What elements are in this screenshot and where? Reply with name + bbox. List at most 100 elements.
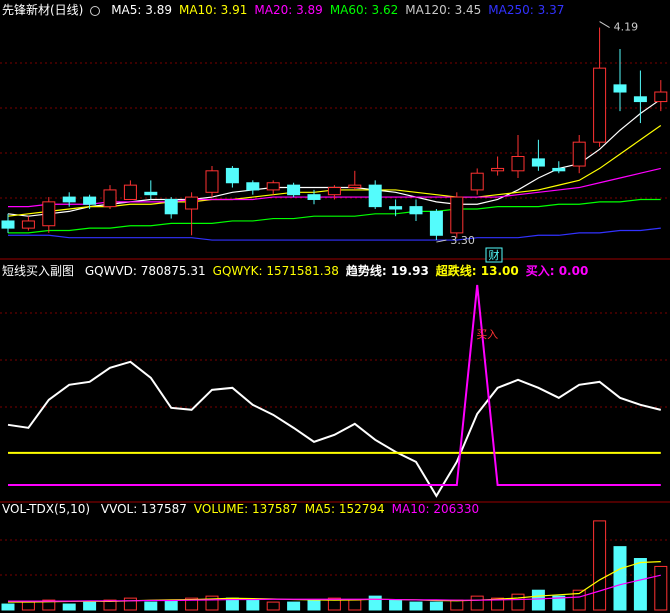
volume-bar bbox=[327, 597, 341, 611]
candle-body bbox=[1, 220, 15, 229]
volume-bar bbox=[1, 603, 15, 611]
guides bbox=[0, 62, 670, 576]
volume-bar bbox=[103, 599, 117, 611]
panel-header: VOL-TDX(5,10) VVOL: 137587 VOLUME: 137587… bbox=[2, 501, 486, 517]
candle-body bbox=[205, 170, 219, 193]
candle-body bbox=[531, 158, 545, 167]
volume-bar bbox=[144, 601, 158, 611]
legend-entry: 趋势线: 19.93 bbox=[345, 264, 429, 278]
volume-bar bbox=[164, 599, 178, 611]
settings-icon[interactable] bbox=[90, 5, 101, 16]
candle-body bbox=[593, 67, 607, 143]
candle-body bbox=[491, 167, 505, 172]
volume-bar bbox=[389, 599, 403, 611]
event-marker: 财 bbox=[489, 248, 500, 262]
legend-entry: MA10: 206330 bbox=[391, 502, 480, 516]
legend-entry: GQWVD: 780875.31 bbox=[84, 264, 206, 278]
volume-bar bbox=[593, 520, 607, 611]
volume-bar bbox=[531, 589, 545, 611]
volume-bar bbox=[470, 595, 484, 611]
candle-body bbox=[164, 198, 178, 215]
candle-body bbox=[348, 184, 362, 189]
indicator-line bbox=[8, 284, 661, 486]
volume-bar bbox=[185, 597, 199, 611]
volume-bar bbox=[491, 597, 505, 611]
panel-title: VOL-TDX(5,10) bbox=[2, 502, 91, 516]
min-pointer bbox=[436, 239, 447, 243]
indicator-line bbox=[8, 198, 661, 234]
max-label: 4.19 bbox=[614, 21, 639, 34]
volume-bar bbox=[246, 599, 260, 611]
candle-body bbox=[123, 184, 137, 200]
volume-bar bbox=[429, 601, 443, 611]
legend-entry: VVOL: 137587 bbox=[100, 502, 187, 516]
candle-body bbox=[103, 189, 117, 208]
max-pointer bbox=[599, 21, 610, 28]
volume-bar bbox=[511, 593, 525, 611]
min-label: 3.30 bbox=[450, 234, 475, 247]
event-badge bbox=[485, 247, 503, 263]
candle-body bbox=[450, 196, 464, 234]
volume-bar bbox=[572, 589, 586, 611]
volume-bar bbox=[368, 595, 382, 611]
signal-label: 买入 bbox=[476, 328, 498, 341]
indicator-line bbox=[7, 360, 662, 498]
legend-entry: 超跌线: 13.00 bbox=[435, 264, 519, 278]
volume-bar bbox=[450, 599, 464, 611]
volume-bar bbox=[266, 601, 280, 611]
candle-body bbox=[389, 206, 403, 210]
candle-body bbox=[185, 196, 199, 210]
candle-body bbox=[409, 206, 423, 215]
candle-body bbox=[613, 84, 627, 93]
legend-entry: GQWYK: 1571581.38 bbox=[212, 264, 339, 278]
legend-entry: MA120: 3.45 bbox=[405, 3, 482, 17]
volume-bar bbox=[409, 601, 423, 611]
legend-entry: MA10: 3.91 bbox=[178, 3, 248, 17]
legend-entry: 买入: 0.00 bbox=[525, 264, 589, 278]
candle-body bbox=[327, 187, 341, 196]
candle-body bbox=[225, 167, 239, 184]
candle-body bbox=[633, 96, 647, 103]
candle-body bbox=[266, 182, 280, 191]
volume-bar bbox=[307, 599, 321, 611]
candle-body bbox=[307, 194, 321, 200]
candle-body bbox=[287, 184, 301, 196]
candle-body bbox=[62, 196, 76, 203]
candle-body bbox=[42, 201, 56, 227]
panel-header: 短线买入副图 GQWVD: 780875.31 GQWYK: 1571581.38… bbox=[2, 263, 595, 279]
legend-entry: VOLUME: 137587 bbox=[193, 502, 298, 516]
candle-body bbox=[21, 220, 35, 229]
volume-bar bbox=[348, 599, 362, 611]
candle-body bbox=[144, 191, 158, 196]
volume-bar bbox=[287, 601, 301, 611]
legend-entry: MA5: 152794 bbox=[304, 502, 385, 516]
volume-bar bbox=[42, 599, 56, 611]
volume-bar bbox=[633, 558, 647, 611]
volume-bar bbox=[21, 601, 35, 611]
legend-entry: MA5: 3.89 bbox=[111, 3, 172, 17]
candle-body bbox=[246, 182, 260, 191]
candle-body bbox=[552, 167, 566, 172]
volume-bar bbox=[552, 595, 566, 611]
indicator-line bbox=[8, 574, 661, 602]
candle-body bbox=[470, 172, 484, 191]
candle-body bbox=[511, 155, 525, 172]
legend-entry: MA20: 3.89 bbox=[254, 3, 323, 17]
candle-body bbox=[368, 184, 382, 208]
candle-body bbox=[572, 141, 586, 167]
volume-bar bbox=[654, 565, 668, 611]
volume-bar bbox=[83, 601, 97, 611]
volume-bar bbox=[123, 597, 137, 611]
panel-header: 先锋新材(日线) MA5: 3.89 MA10: 3.91 MA20: 3.89 MA… bbox=[2, 2, 571, 18]
candle-body bbox=[429, 210, 443, 236]
legend-entry: MA250: 3.37 bbox=[488, 3, 565, 17]
indicator-line bbox=[8, 227, 661, 241]
volume-bar bbox=[62, 603, 76, 611]
panel-title: 短线买入副图 bbox=[2, 264, 75, 278]
candle-body bbox=[83, 196, 97, 205]
volume-bar bbox=[613, 546, 627, 611]
candle-body bbox=[654, 91, 668, 103]
legend-entry: MA60: 3.62 bbox=[329, 3, 399, 17]
